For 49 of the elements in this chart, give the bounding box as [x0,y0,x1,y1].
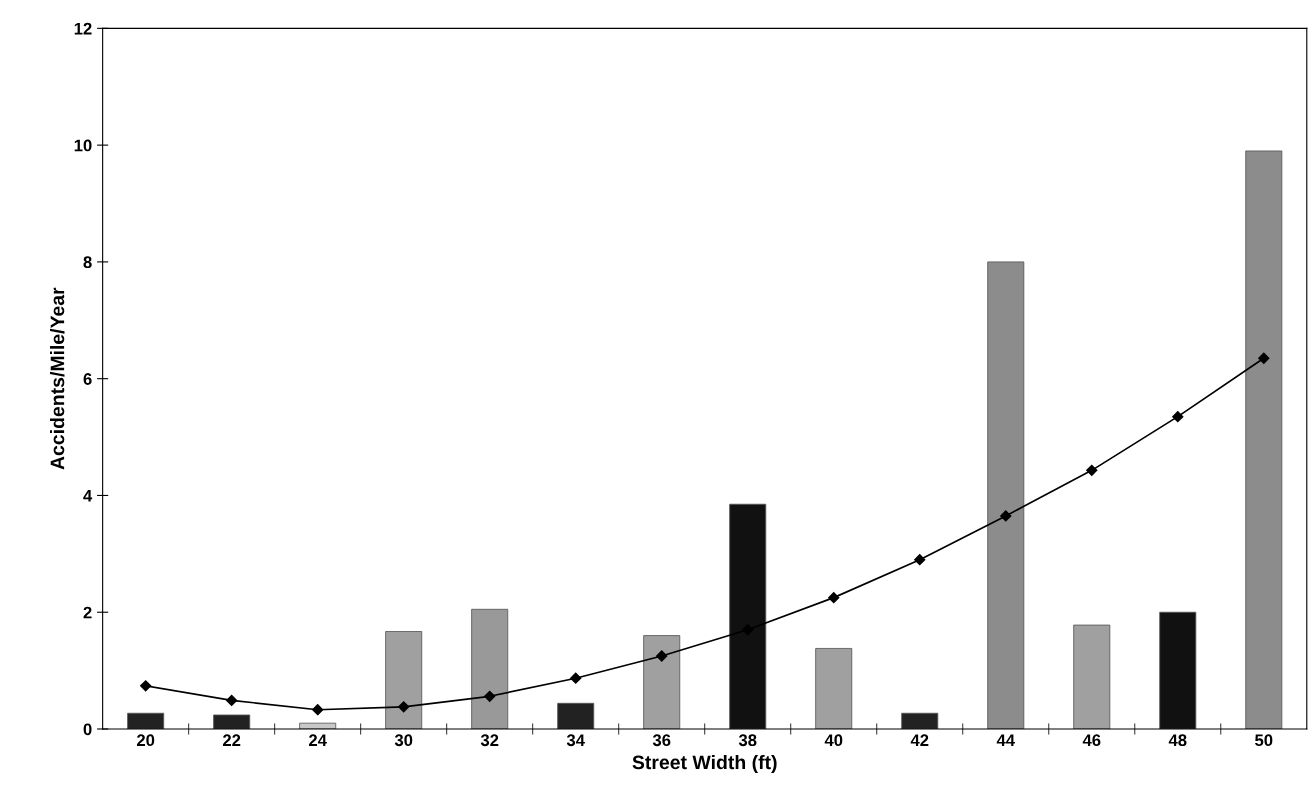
x-tick-label: 48 [1168,734,1187,747]
point [570,672,582,684]
point [914,554,926,566]
bar [471,608,509,729]
y-tick-label: 0 [83,723,92,736]
y-tick-label: 10 [74,139,92,152]
bar [1245,150,1283,729]
bar [385,631,423,729]
x-axis-title: Street Width (ft) [632,754,777,774]
point [1258,352,1270,364]
x-tick-label: 42 [910,734,929,746]
bar [729,503,767,729]
x-tick-label: 30 [394,734,413,747]
point [1000,510,1012,522]
bar [1073,624,1111,729]
x-tick-label: 46 [1082,734,1101,747]
bar [127,712,165,729]
x-tick-label: 44 [996,734,1015,746]
bar [643,635,681,729]
point [1172,411,1184,423]
bar [987,261,1025,729]
x-tick-label: 38 [738,734,757,747]
point [656,650,668,662]
y-tick-label: 6 [83,373,92,385]
point [312,704,324,716]
x-tick-label: 36 [652,734,671,747]
point [226,694,238,706]
bar [1159,611,1197,729]
y-tick-label: 12 [74,22,92,35]
x-tick-label: 22 [222,734,241,746]
x-tick-label: 50 [1255,734,1273,747]
point [828,592,840,604]
x-tick-label: 40 [824,734,843,747]
bar [901,712,939,729]
x-tick-label: 20 [136,734,155,747]
point [140,680,152,692]
point [398,701,410,713]
y-tick-label: 2 [83,606,92,619]
y-axis-title: Accidents/Mile/Year [50,287,65,470]
point [484,690,496,702]
bar [815,648,853,729]
x-tick-label: 34 [566,734,585,747]
x-tick-label: 24 [308,734,327,746]
bar [557,702,595,729]
x-tick-label: 32 [480,734,499,747]
y-tick-label: 8 [83,256,92,269]
y-tick-label: 4 [83,490,93,502]
point [1086,464,1098,476]
bar [213,714,251,729]
